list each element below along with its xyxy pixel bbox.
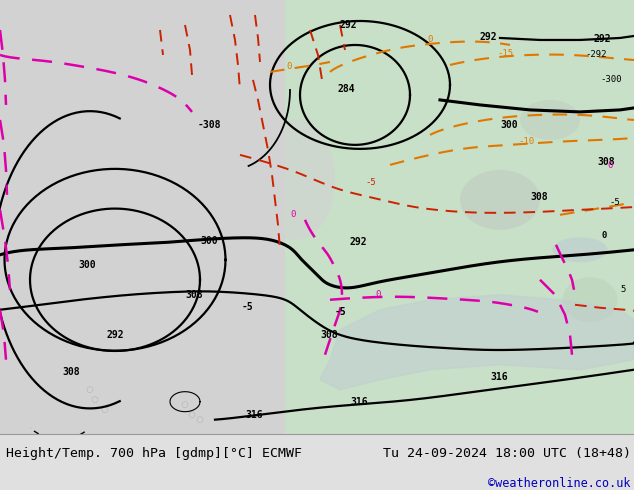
- Ellipse shape: [460, 170, 540, 230]
- Text: -15: -15: [497, 49, 513, 58]
- Ellipse shape: [520, 100, 580, 140]
- Text: 292: 292: [480, 32, 498, 42]
- Text: 0: 0: [427, 35, 432, 44]
- Text: 292: 292: [594, 34, 612, 44]
- Text: 308: 308: [530, 192, 548, 202]
- Circle shape: [182, 402, 188, 408]
- Text: -300: -300: [600, 75, 621, 84]
- Text: 300: 300: [200, 236, 217, 246]
- Text: 0: 0: [602, 231, 607, 240]
- Text: 308: 308: [185, 290, 203, 300]
- FancyBboxPatch shape: [280, 0, 634, 434]
- Circle shape: [197, 416, 203, 423]
- Circle shape: [87, 387, 93, 392]
- Text: ©weatheronline.co.uk: ©weatheronline.co.uk: [488, 477, 631, 490]
- Text: 300: 300: [78, 260, 96, 270]
- Ellipse shape: [292, 115, 337, 165]
- Text: -5: -5: [335, 307, 347, 317]
- Text: -5: -5: [365, 178, 376, 187]
- Text: 0: 0: [607, 161, 612, 170]
- Text: -5: -5: [609, 198, 620, 207]
- Text: 0: 0: [290, 210, 295, 219]
- Text: Tu 24-09-2024 18:00 UTC (18+48): Tu 24-09-2024 18:00 UTC (18+48): [383, 447, 631, 460]
- Circle shape: [92, 397, 98, 403]
- Ellipse shape: [250, 0, 370, 130]
- Text: 308: 308: [320, 330, 338, 340]
- Text: 300: 300: [500, 120, 517, 130]
- Text: -308: -308: [198, 120, 221, 130]
- Text: -10: -10: [518, 137, 534, 146]
- Text: 284: 284: [338, 84, 356, 94]
- Text: 308: 308: [597, 157, 614, 167]
- Text: 0: 0: [286, 62, 292, 71]
- Text: 0: 0: [375, 290, 380, 299]
- Circle shape: [102, 407, 108, 413]
- Ellipse shape: [562, 277, 618, 322]
- Text: Height/Temp. 700 hPa [gdmp][°C] ECMWF: Height/Temp. 700 hPa [gdmp][°C] ECMWF: [6, 447, 302, 460]
- Ellipse shape: [210, 50, 310, 170]
- Text: 316: 316: [350, 397, 368, 407]
- Ellipse shape: [255, 120, 335, 240]
- Bar: [0, 0, 285, 434]
- Text: 316: 316: [490, 372, 508, 382]
- Text: 308: 308: [62, 367, 80, 377]
- Text: 5: 5: [620, 285, 625, 294]
- Text: -5: -5: [242, 302, 254, 312]
- Text: 316: 316: [245, 410, 262, 419]
- Text: 292: 292: [340, 20, 358, 30]
- Ellipse shape: [552, 237, 607, 262]
- Polygon shape: [320, 295, 634, 390]
- Text: 292: 292: [106, 330, 124, 340]
- Text: 292: 292: [350, 237, 368, 247]
- Text: -292: -292: [585, 50, 607, 59]
- Circle shape: [189, 412, 195, 417]
